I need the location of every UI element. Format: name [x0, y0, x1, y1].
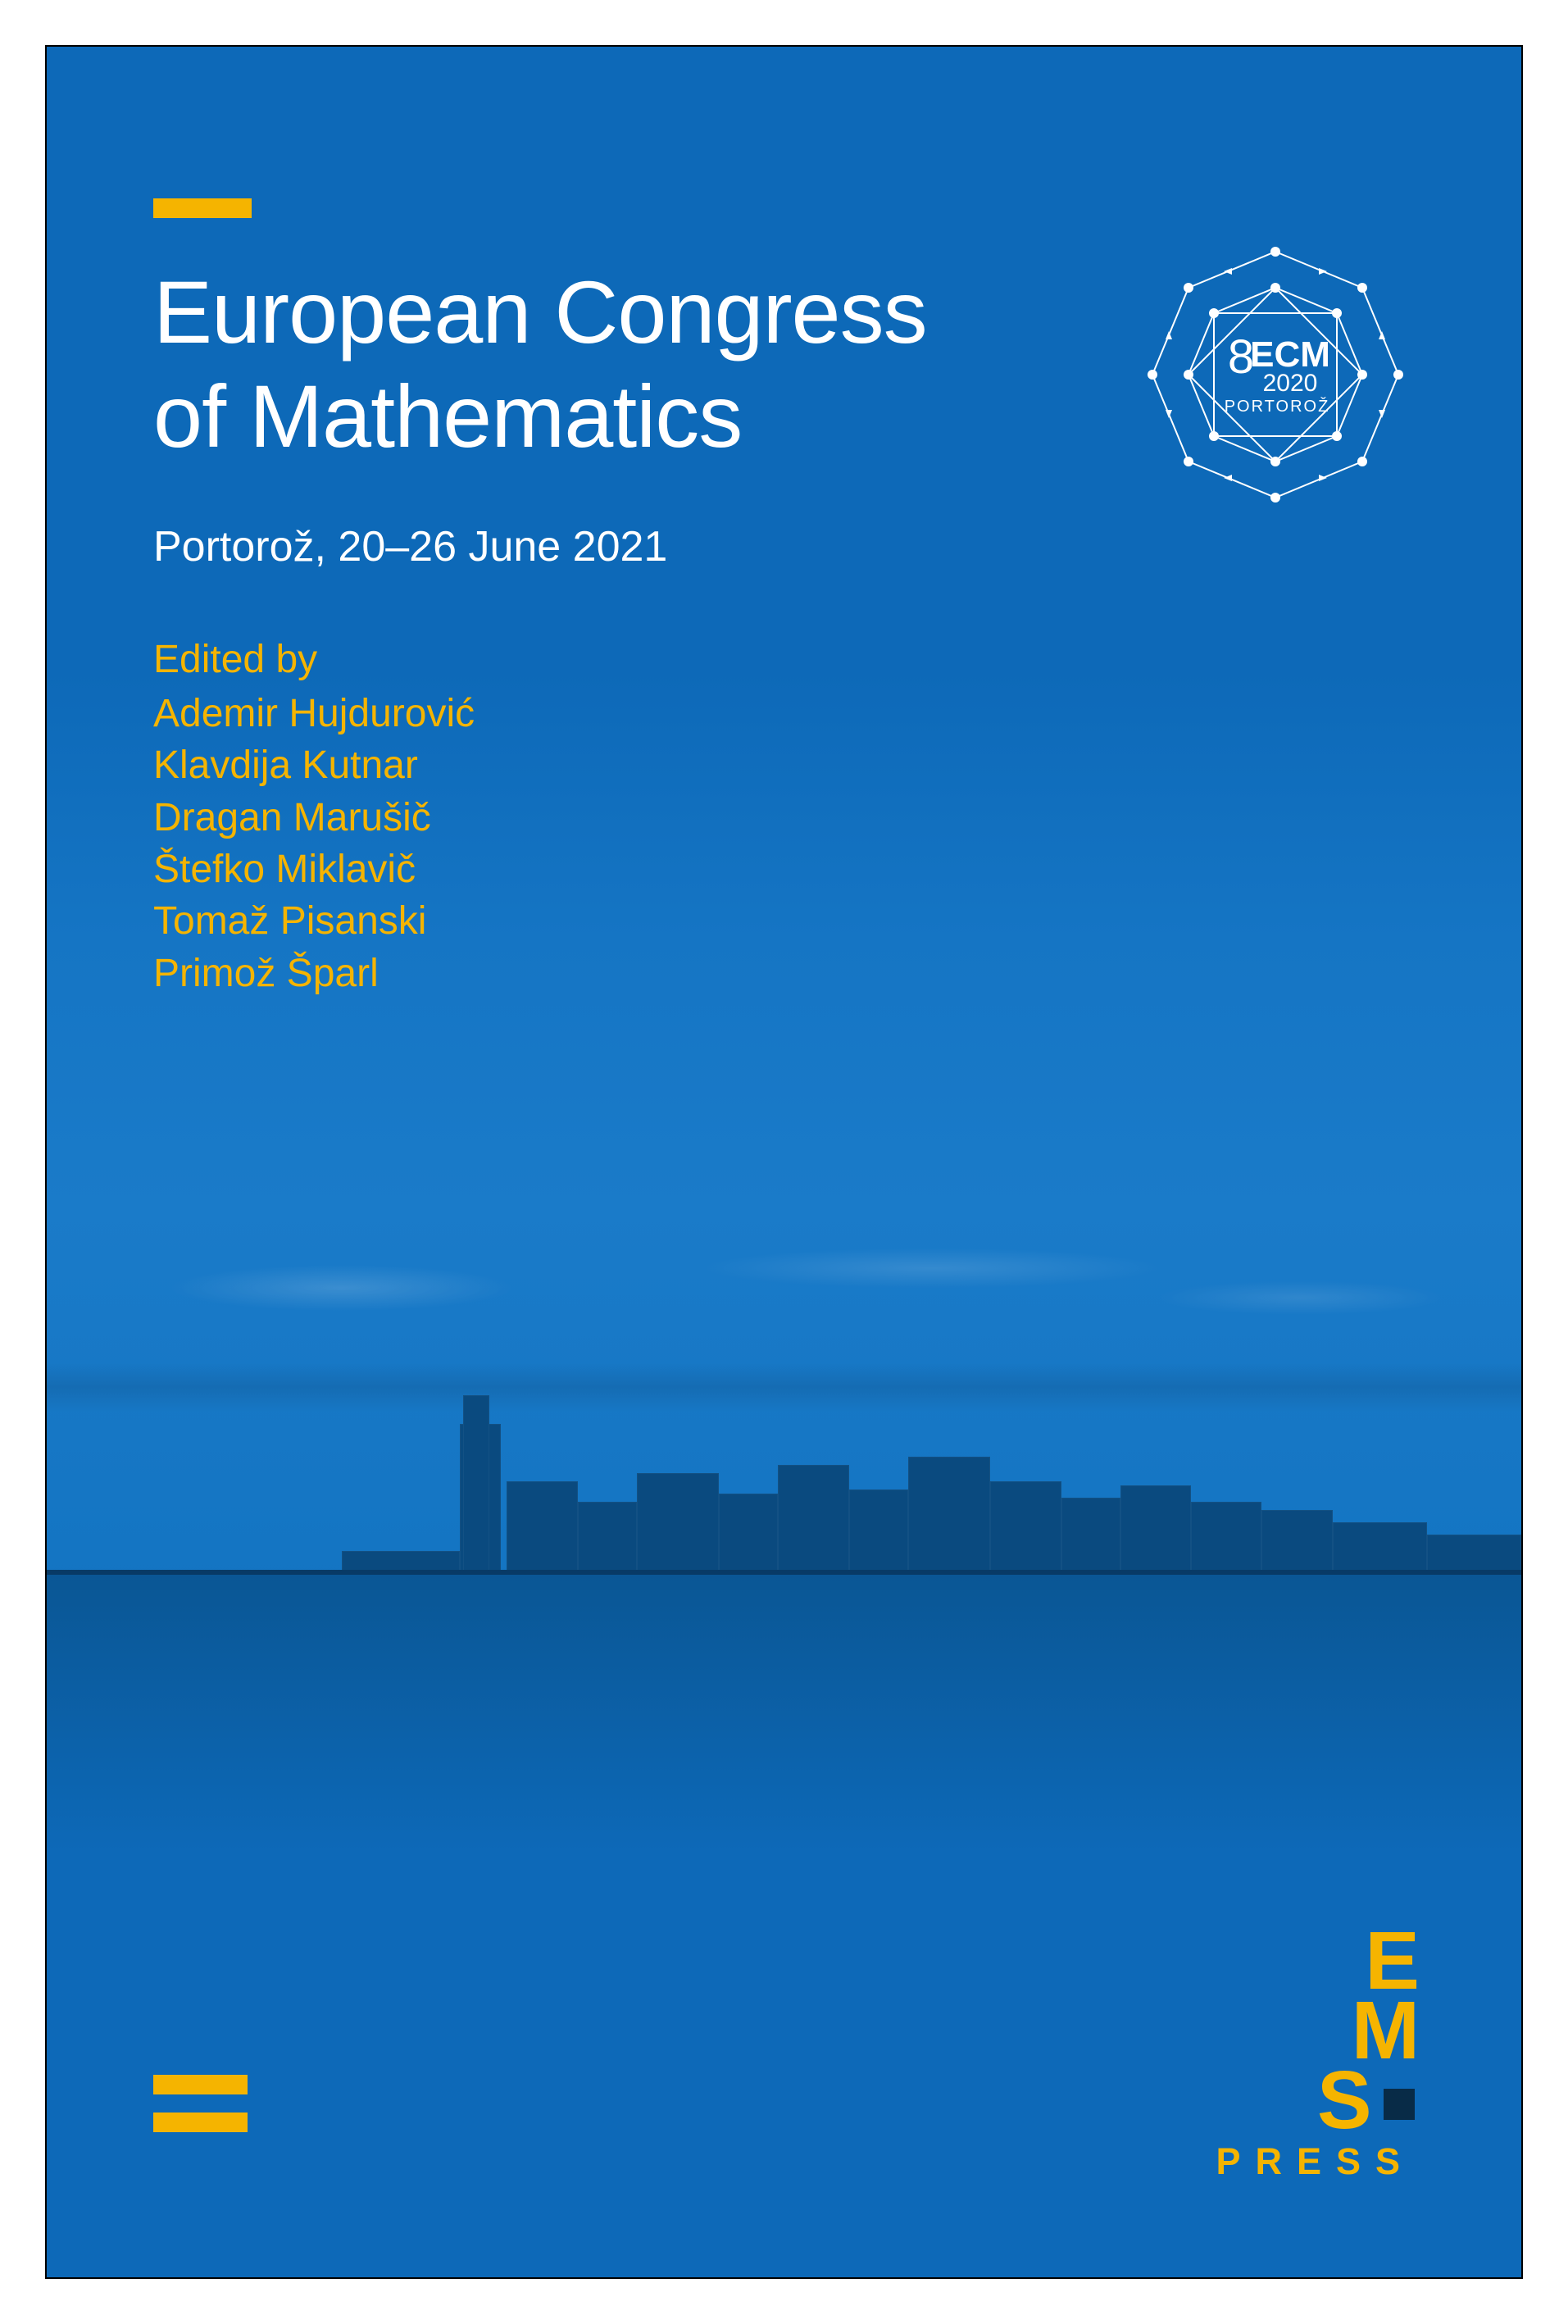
equals-bar — [153, 2113, 248, 2132]
sky-clouds — [47, 1229, 1521, 1327]
ems-dot-icon — [1384, 2089, 1415, 2120]
accent-bar-top — [153, 198, 252, 218]
ecm-place: PORTOROŽ — [1225, 397, 1330, 416]
title-line-2: of Mathematics — [153, 364, 927, 468]
equals-icon — [153, 2075, 248, 2150]
book-cover: European Congress of Mathematics Portoro… — [45, 45, 1523, 2279]
editor-name: Primož Šparl — [153, 948, 475, 999]
ems-row-s: S — [1216, 2066, 1415, 2135]
editor-name: Štefko Miklavič — [153, 844, 475, 895]
ems-press-label: PRESS — [1216, 2140, 1415, 2183]
ems-letter-m: M — [1216, 1996, 1415, 2066]
editor-name: Klavdija Kutnar — [153, 739, 475, 791]
mountains-silhouette — [47, 1362, 1521, 1412]
edited-by-label: Edited by — [153, 637, 317, 682]
book-title: European Congress of Mathematics — [153, 260, 927, 469]
ems-letter-s: S — [1317, 2054, 1367, 2146]
equals-bar — [153, 2075, 248, 2094]
book-subtitle: Portorož, 20–26 June 2021 — [153, 522, 667, 571]
title-line-1: European Congress — [153, 260, 927, 364]
ecm-year: 2020 — [1263, 370, 1318, 397]
editor-name: Ademir Hujdurović — [153, 688, 475, 739]
editors-list: Ademir Hujdurović Klavdija Kutnar Dragan… — [153, 688, 475, 999]
ems-press-logo: E M S PRESS — [1216, 1926, 1415, 2183]
editor-name: Dragan Marušič — [153, 792, 475, 844]
editor-name: Tomaž Pisanski — [153, 895, 475, 947]
ecm-logo: 8 ECM 2020 PORTOROŽ — [1136, 235, 1415, 514]
ecm-label: ECM — [1250, 334, 1330, 375]
cityscape — [342, 1408, 1521, 1580]
